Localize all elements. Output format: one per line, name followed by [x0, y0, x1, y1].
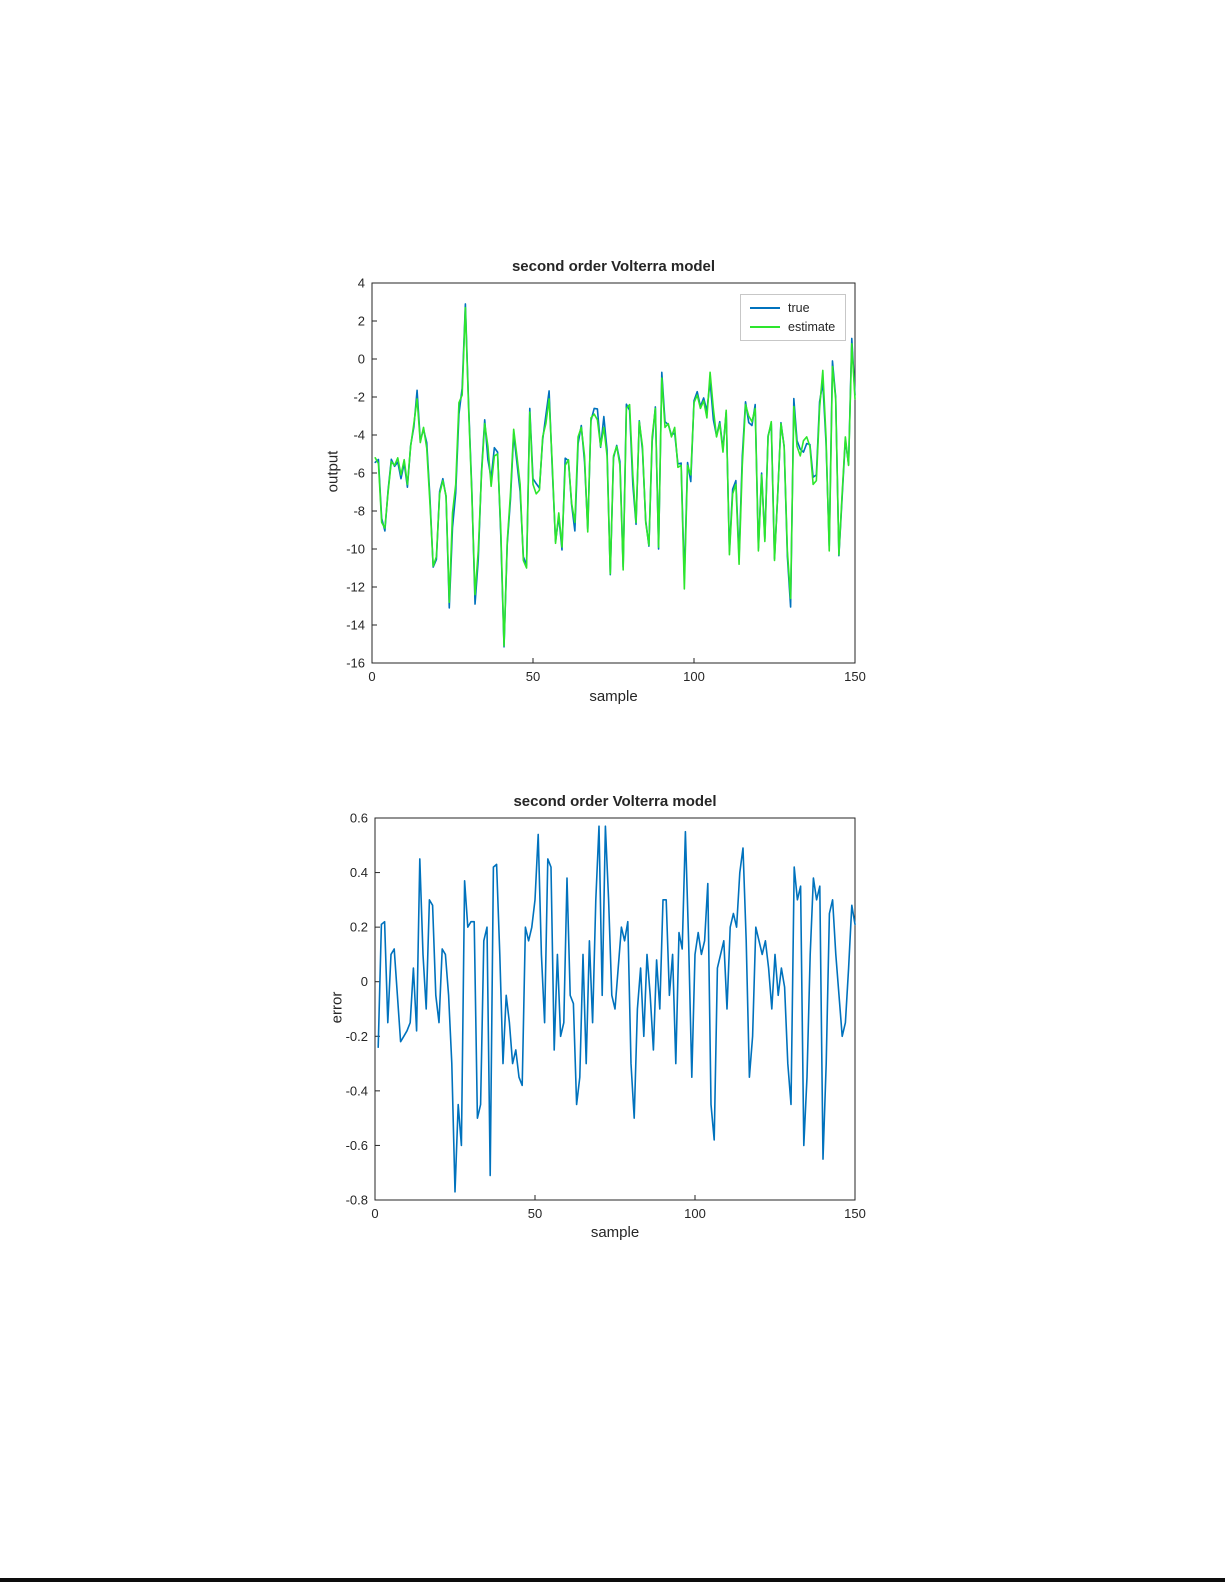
legend-entry-estimate: estimate — [750, 320, 835, 334]
series-line-estimate — [374, 306, 856, 647]
legend-entry-true: true — [750, 301, 835, 315]
y-tick-label: 2 — [358, 314, 365, 329]
y-tick-label: -2 — [353, 390, 365, 405]
x-tick-label: 50 — [528, 1206, 542, 1221]
output-plot-canvas: 0 50 100 150 4 2 0 -2 -4 -6 -8 -10 -12 -14 -16 — [346, 276, 866, 685]
x-tick-label: 100 — [683, 669, 705, 684]
y-tick-label: -12 — [346, 580, 365, 595]
legend-label-true: true — [788, 301, 810, 315]
y-tick-label: -6 — [353, 466, 365, 481]
error-x-axis-label: sample — [590, 1224, 640, 1241]
x-tick-label: 100 — [684, 1206, 706, 1221]
y-tick-label: -0.4 — [346, 1083, 368, 1098]
legend-label-estimate: estimate — [788, 320, 836, 334]
y-tick-label: -0.8 — [346, 1193, 368, 1208]
output-chart-title: second order Volterra model — [511, 258, 716, 275]
y-tick-label: -8 — [353, 504, 365, 519]
y-tick-label: -0.2 — [346, 1029, 368, 1044]
y-tick-label: 0 — [358, 352, 365, 367]
y-tick-label: -0.6 — [346, 1138, 368, 1153]
x-tick-label: 150 — [844, 1206, 866, 1221]
legend-line-estimate — [750, 326, 780, 328]
y-tick-label: -10 — [346, 542, 365, 557]
x-tick-label: 50 — [526, 669, 540, 684]
y-tick-label: 0 — [361, 974, 368, 989]
x-tick-label: 0 — [371, 1206, 378, 1221]
x-tick-label: 0 — [368, 669, 375, 684]
y-tick-label: 0.6 — [350, 811, 368, 826]
output-x-axis-label: sample — [589, 688, 638, 705]
error-plot-canvas: 0 50 100 150 0.6 0.4 0.2 0 -0.2 -0.4 -0.6 -0.8 — [346, 811, 866, 1222]
y-tick-label: -4 — [353, 428, 365, 443]
y-tick-label: -14 — [346, 618, 365, 633]
y-tick-label: 0.4 — [350, 865, 368, 880]
series-line-error — [377, 825, 856, 1193]
legend-line-true — [750, 307, 780, 309]
y-tick-label: 0.2 — [350, 920, 368, 935]
y-tick-label: 4 — [358, 276, 365, 291]
bottom-border-line — [0, 1578, 1225, 1582]
error-chart-title: second order Volterra model — [513, 793, 717, 810]
legend: true estimate — [740, 294, 847, 341]
y-tick-label: -16 — [346, 656, 365, 671]
x-tick-label: 150 — [844, 669, 866, 684]
